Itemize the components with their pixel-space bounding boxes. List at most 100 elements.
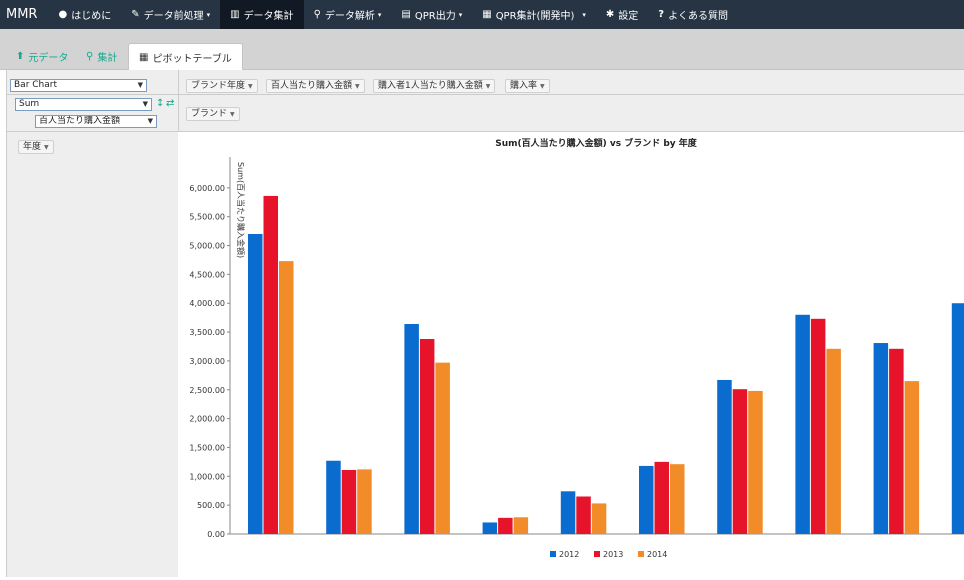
unused-attrs-area: ブランド年度 ▼ 百人当たり購入金額 ▼ 購入者1人当たり購入金額 ▼ 購入率 ▼ [179, 70, 964, 95]
tab-aggregate[interactable]: ⚲ 集計 [76, 43, 127, 70]
nav-qpr-aggregate[interactable]: ▦ QPR集計(開発中) ▾ [472, 0, 596, 29]
attr-pill-purchase-per-buyer[interactable]: 購入者1人当たり購入金額 ▼ [373, 79, 496, 93]
search-icon: ⚲ [86, 51, 94, 62]
sort-order-icon[interactable]: ↕ [156, 98, 165, 109]
bar-2012 [795, 314, 810, 534]
aggregator-value: Sum [19, 99, 40, 109]
bar-2013 [810, 318, 826, 534]
bar-2012 [951, 303, 964, 534]
y-tick-label: 3,500.00 [189, 328, 225, 337]
nav-faq[interactable]: ? よくある質問 [648, 0, 738, 29]
attr-pill-brand-year[interactable]: ブランド年度 ▼ [186, 79, 258, 93]
bar-2014 [591, 503, 607, 534]
nav-faq-label: よくある質問 [668, 11, 729, 22]
top-navbar: MMR ● はじめに ✎ データ前処理 ▾ ▥ データ集計 ⚲ データ解析 ▾ ▤ QPR出力… [0, 0, 964, 29]
renderer-cell: Bar Chart ▼ [7, 70, 179, 95]
nav-analysis[interactable]: ⚲ データ解析 ▾ [304, 0, 392, 29]
table-icon: ▦ [139, 51, 149, 63]
attr-label: ブランド年度 [191, 81, 246, 91]
nav-settings-label: 設定 [618, 11, 639, 22]
legend-swatch-2014 [638, 551, 644, 557]
nav-preprocess[interactable]: ✎ データ前処理 ▾ [121, 0, 220, 29]
circle-icon: ● [58, 9, 68, 20]
dropdown-arrow-icon: ▼ [137, 81, 143, 89]
row-attrs-area: 年度 ▼ [7, 132, 179, 577]
attribute-value: 百人当たり購入金額 [39, 116, 121, 126]
bar-2012 [717, 379, 732, 534]
bar-2013 [498, 517, 513, 534]
y-axis-label: Sum(百人当たり購入金額) [236, 162, 246, 258]
caret-down-icon: ▾ [582, 10, 586, 19]
nav-intro[interactable]: ● はじめに [48, 0, 121, 29]
caret-down-icon: ▾ [206, 10, 211, 19]
bar-2014 [748, 390, 763, 534]
tab-aggregate-label: 集計 [97, 53, 118, 64]
bar-2013 [576, 496, 591, 534]
filter-arrow-icon[interactable]: ▼ [230, 111, 235, 118]
attr-pill-purchase-per-hundred[interactable]: 百人当たり購入金額 ▼ [266, 79, 365, 93]
nav-qpr-output[interactable]: ▤ QPR出力 ▾ [391, 0, 472, 29]
caret-down-icon: ▾ [458, 10, 463, 19]
nav-intro-label: はじめに [71, 11, 112, 22]
filter-arrow-icon[interactable]: ▼ [355, 83, 360, 90]
swap-axes-icon[interactable]: ⇄ [166, 98, 175, 109]
legend-swatch-2013 [594, 551, 600, 557]
filter-arrow-icon[interactable]: ▼ [248, 83, 253, 90]
y-tick-label: 1,000.00 [189, 472, 225, 481]
attr-pill-year[interactable]: 年度 ▼ [18, 140, 54, 154]
bar-2014 [670, 464, 685, 534]
tab-bar: ⬆ 元データ ⚲ 集計 ▦ ピボットテーブル [0, 29, 964, 71]
aggregator-attribute-select[interactable]: 百人当たり購入金額 ▼ [35, 115, 157, 128]
y-tick-label: 4,500.00 [189, 270, 225, 279]
y-tick-label: 2,500.00 [189, 386, 225, 395]
legend-label-2013: 2013 [603, 550, 623, 559]
tab-pivot-table-label: ピボットテーブル [152, 53, 232, 65]
bar-2013 [341, 469, 357, 534]
dropdown-arrow-icon: ▼ [142, 100, 148, 108]
nav-analysis-label: データ解析 [324, 11, 375, 22]
y-tick-label: 1,500.00 [189, 443, 225, 452]
nav-aggregate-label: データ集計 [243, 11, 294, 22]
bar-2012 [248, 234, 263, 534]
renderer-select[interactable]: Bar Chart ▼ [10, 79, 147, 92]
nav-settings[interactable]: ✱ 設定 [596, 0, 648, 29]
attr-label: 年度 [23, 142, 42, 152]
file-icon: ▤ [401, 9, 411, 20]
question-icon: ? [658, 9, 665, 20]
nav-preprocess-label: データ前処理 [143, 11, 204, 22]
nav-qpr-output-label: QPR出力 [414, 11, 456, 22]
nav-qpr-aggregate-label: QPR集計(開発中) [495, 11, 575, 22]
attr-label: 百人当たり購入金額 [271, 81, 353, 91]
wrench-icon: ✎ [131, 9, 140, 20]
y-tick-label: 2,000.00 [189, 415, 225, 424]
filter-arrow-icon[interactable]: ▼ [485, 83, 491, 90]
legend-label-2014: 2014 [647, 550, 667, 559]
bar-chart: Sum(百人当たり購入金額) vs ブランド by 年度 0.00 500.00 1,… [189, 137, 964, 559]
gear-icon: ✱ [605, 9, 615, 20]
bar-2012 [404, 324, 419, 534]
filter-arrow-icon[interactable]: ▼ [540, 83, 545, 90]
aggregator-select[interactable]: Sum ▼ [15, 98, 152, 111]
bar-2012 [639, 465, 654, 534]
bar-chart-icon: ▥ [230, 9, 240, 20]
bar-2014 [279, 261, 294, 534]
tab-raw-data[interactable]: ⬆ 元データ [6, 43, 78, 70]
table-icon: ▦ [482, 9, 492, 20]
pivot-table: Bar Chart ▼ ブランド年度 ▼ 百人当たり購入金額 ▼ 購入者1人当たり購入… [6, 70, 964, 577]
filter-arrow-icon[interactable]: ▼ [44, 144, 49, 151]
bar-2013 [654, 461, 669, 534]
attr-pill-brand[interactable]: ブランド ▼ [186, 107, 240, 121]
y-tick-label: 5,500.00 [189, 213, 225, 222]
y-tick-label: 6,000.00 [189, 184, 225, 193]
renderer-value: Bar Chart [14, 80, 57, 90]
dropdown-arrow-icon: ▼ [147, 117, 153, 125]
attr-pill-purchase-rate[interactable]: 購入率 ▼ [505, 79, 550, 93]
bar-2013 [263, 195, 278, 534]
bar-2012 [560, 491, 576, 534]
nav-aggregate[interactable]: ▥ データ集計 [220, 0, 304, 29]
app-brand[interactable]: MMR [6, 7, 38, 22]
bar-2014 [513, 517, 529, 534]
caret-down-icon: ▾ [377, 10, 382, 19]
tab-pivot-table[interactable]: ▦ ピボットテーブル [128, 43, 243, 71]
aggregator-cell: Sum ▼ ↕ ⇄ 百人当たり購入金額 ▼ [7, 95, 179, 132]
